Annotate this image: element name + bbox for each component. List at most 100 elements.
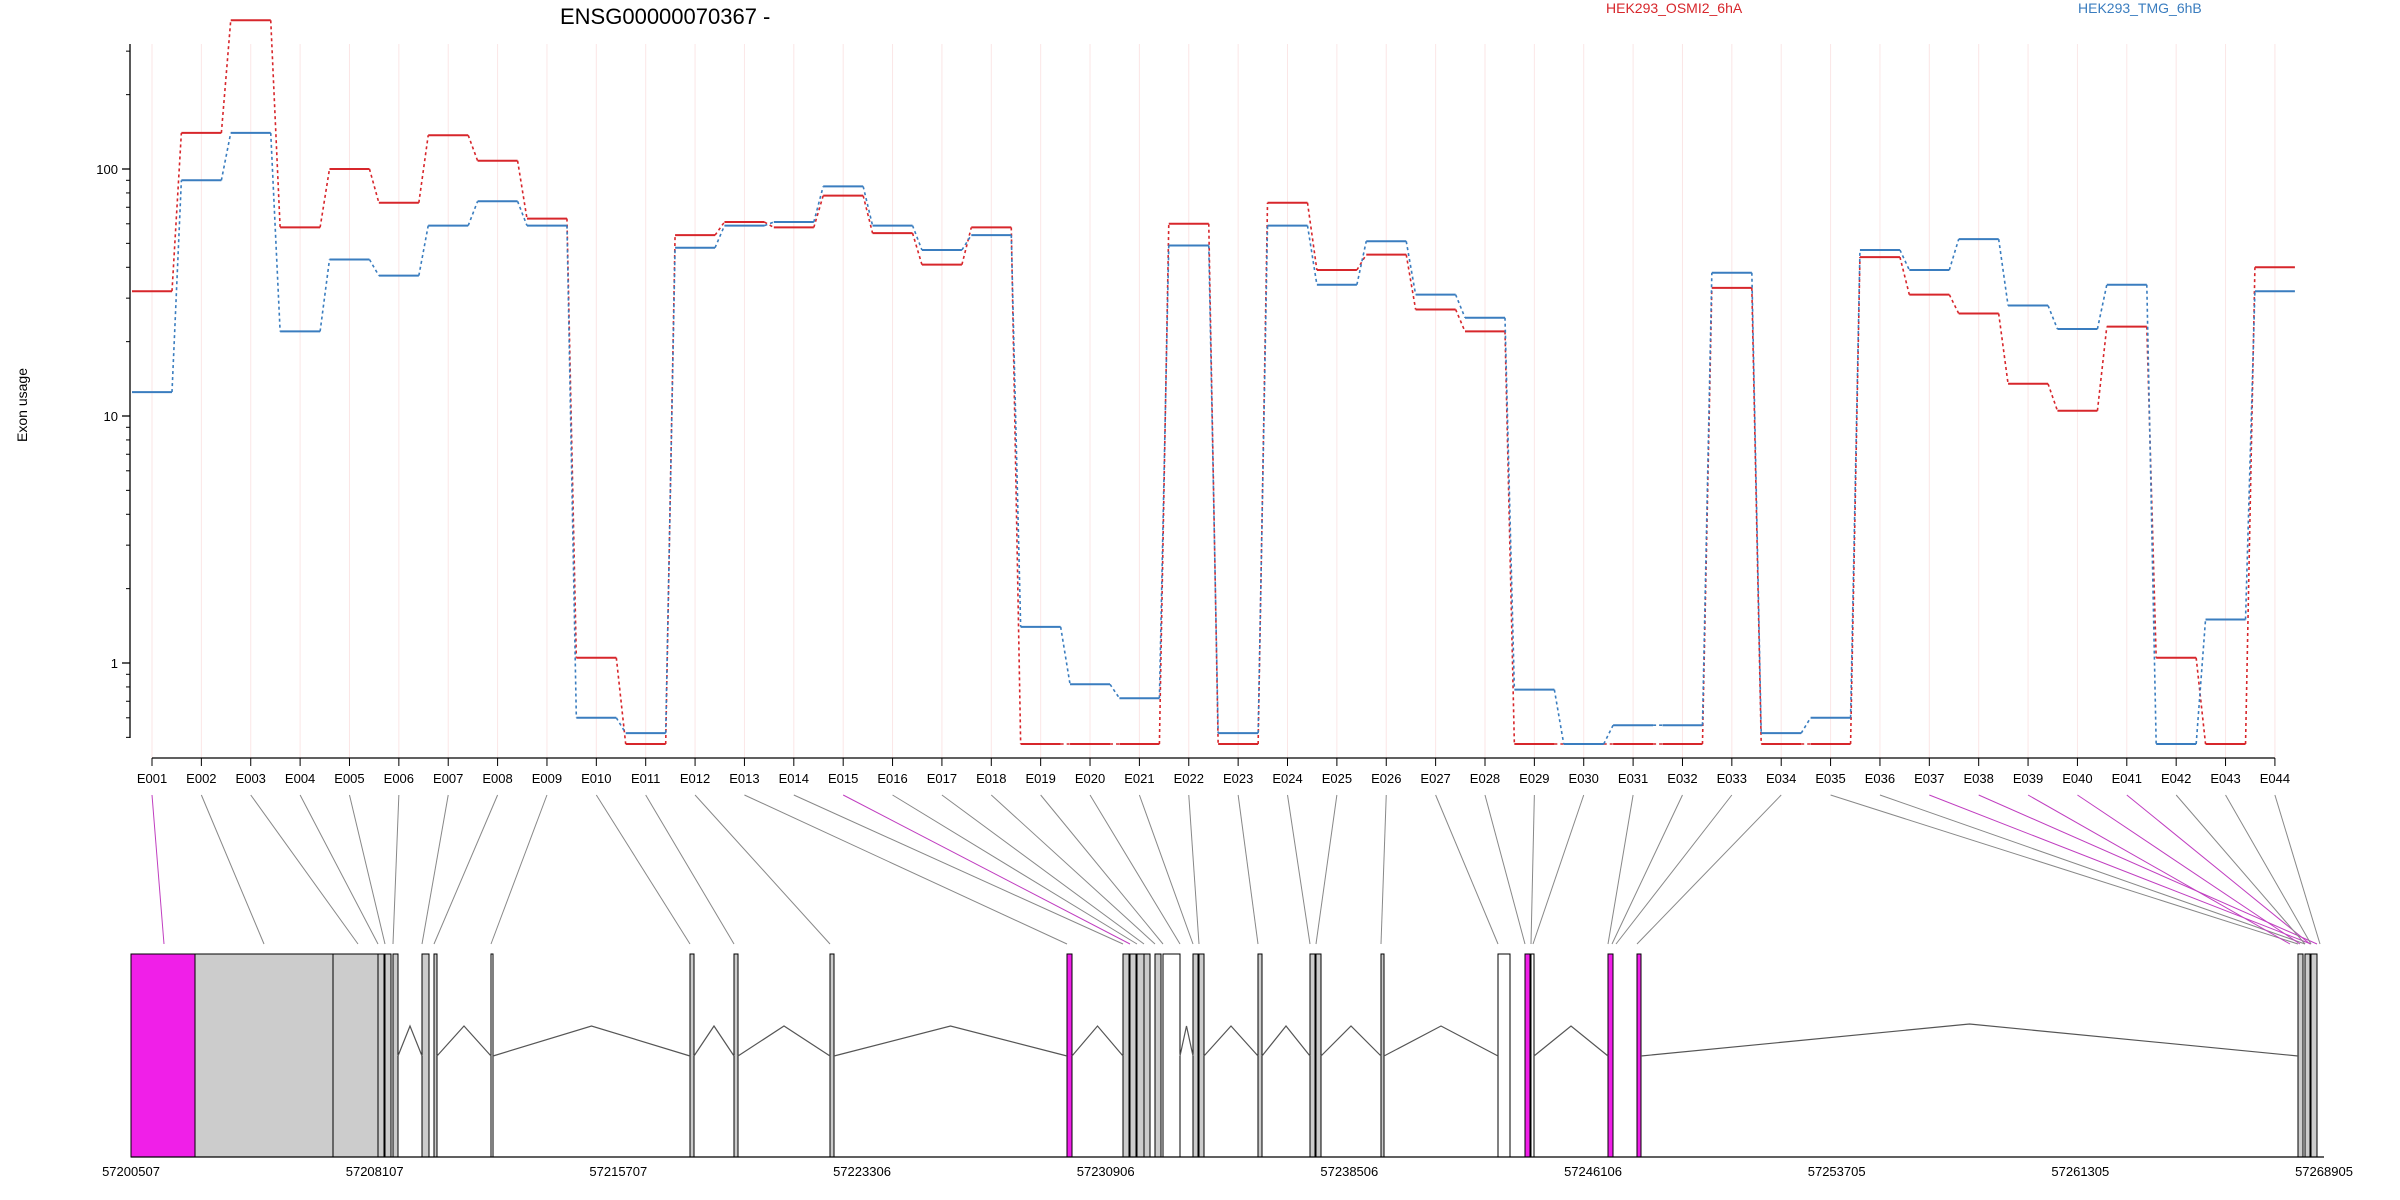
exon-box: [421, 953, 430, 1158]
x-tick-label: E018: [976, 771, 1006, 786]
exon-connector: [941, 794, 1145, 945]
exon-connector: [1530, 794, 1535, 945]
series-connector: [418, 225, 430, 276]
genomic-tick-label: 57238506: [1320, 1164, 1378, 1179]
series-connector: [220, 20, 232, 133]
x-tick-label: E020: [1075, 771, 1105, 786]
x-tick-label: E019: [1025, 771, 1055, 786]
series-connector: [1257, 225, 1269, 734]
exon-box: [1136, 953, 1145, 1158]
exon-connector: [842, 794, 1131, 945]
exon-connector: [694, 794, 831, 945]
series-connector: [467, 134, 479, 162]
intron-line: [1203, 1025, 1259, 1057]
intron-line: [737, 1025, 831, 1057]
x-tick-label: E031: [1618, 771, 1648, 786]
x-tick-label: E036: [1865, 771, 1895, 786]
series-connector: [1701, 272, 1713, 726]
exon-connector: [1315, 794, 1338, 945]
genomic-tick-label: 57223306: [833, 1164, 891, 1179]
intron-line: [693, 1024, 735, 1057]
series-connector: [319, 259, 331, 332]
x-tick-label: E012: [680, 771, 710, 786]
exon-connector: [2077, 794, 2301, 945]
series-connector: [714, 221, 726, 236]
series-connector: [1603, 724, 1614, 745]
exon-connector: [200, 794, 265, 945]
series-connector: [2096, 284, 2108, 330]
exon-connector: [1380, 794, 1387, 945]
exon-box: [1154, 953, 1162, 1158]
exon-connector: [2126, 794, 2311, 945]
genomic-tick-label: 57253705: [1808, 1164, 1866, 1179]
y-axis: 1 10 100: [96, 44, 131, 738]
x-tick-label: E034: [1766, 771, 1796, 786]
exon-box: [332, 953, 379, 1158]
series-connector: [171, 132, 183, 292]
intron-line: [1320, 1025, 1382, 1057]
exon-connector: [2274, 794, 2321, 945]
exon-connector: [990, 794, 1156, 945]
exon-connector: [1188, 794, 1200, 945]
x-tick-label: E002: [186, 771, 216, 786]
x-tick-label: E006: [384, 771, 414, 786]
series-connector: [1454, 309, 1466, 332]
exon-box: [1315, 953, 1322, 1158]
genomic-tick-label: 57261305: [2051, 1164, 2109, 1179]
intron-line: [1383, 1025, 1499, 1057]
exon-box: [1636, 953, 1642, 1158]
series-connector: [368, 168, 380, 203]
exon-connector: [645, 794, 735, 945]
exon-connector: [892, 794, 1138, 945]
x-tick-label: E037: [1914, 771, 1944, 786]
x-tick-label: E030: [1569, 771, 1599, 786]
series-connector: [269, 132, 281, 332]
exon-connector: [1830, 794, 2299, 945]
exon-connector: [1287, 794, 1311, 945]
series-connector: [615, 657, 627, 745]
y-tick-label: 10: [104, 409, 118, 424]
series-connector: [2195, 619, 2207, 745]
series-connector: [1751, 287, 1763, 745]
series-connector: [1899, 256, 1911, 295]
series-connector: [1997, 313, 2009, 384]
series-connector: [961, 234, 972, 251]
x-tick-label: E025: [1322, 771, 1352, 786]
series-connector: [1306, 225, 1318, 285]
series-connector: [2047, 305, 2059, 330]
exon-box: [1257, 953, 1263, 1158]
series-connector: [2096, 326, 2108, 411]
series-connector: [171, 180, 183, 393]
exon-box: [1380, 953, 1385, 1158]
exon-connector: [151, 794, 165, 945]
series-connector: [368, 259, 380, 277]
series-connector: [862, 186, 874, 226]
series-connector: [2146, 284, 2157, 745]
exon-connector: [348, 794, 386, 945]
series-connector: [319, 168, 331, 228]
exon-box: [1192, 953, 1199, 1158]
exon-box: [733, 953, 739, 1158]
exon-box: [2310, 953, 2318, 1158]
exon-box: [1524, 953, 1531, 1158]
x-axis: E001 E002 E003 E004 E005 E006 E007 E008 E009 E010…: [137, 757, 2290, 786]
series-connector: [961, 227, 973, 265]
intron-line: [492, 1025, 691, 1057]
series-connector: [1948, 294, 1960, 314]
exon-connector: [1607, 794, 1634, 945]
intron-line: [1261, 1025, 1311, 1057]
x-tick-label: E021: [1124, 771, 1154, 786]
exon-box: [392, 953, 399, 1158]
exon-connector: [250, 794, 359, 945]
series-connector: [1207, 223, 1219, 745]
series-connector: [1800, 717, 1812, 734]
series-connector: [1553, 689, 1565, 745]
x-tick-label: E016: [877, 771, 907, 786]
x-tick-label: E001: [137, 771, 167, 786]
exon-box: [1129, 953, 1137, 1158]
exon-connector: [1615, 794, 1733, 945]
series-connector: [2244, 267, 2256, 745]
exon-connector: [595, 794, 691, 945]
series-connector: [1948, 238, 1960, 271]
